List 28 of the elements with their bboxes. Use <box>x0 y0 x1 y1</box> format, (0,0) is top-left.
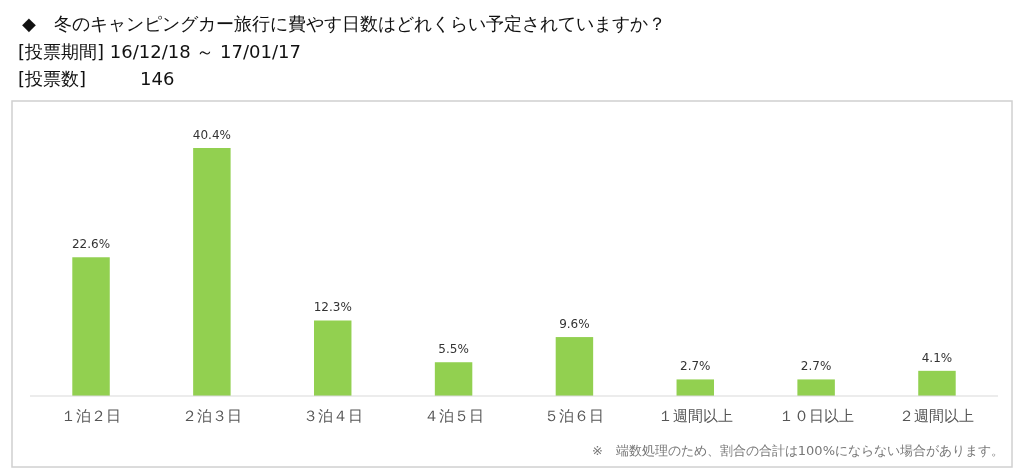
x-tick-label: ５泊６日 <box>544 406 605 425</box>
bar <box>555 337 594 396</box>
text: [投票数] 146 <box>18 68 175 89</box>
bar <box>797 379 835 396</box>
chart-title: ◆ 冬のキャンピングカー旅行に費やす日数はどれくらい予定されていますか？ <box>22 13 666 34</box>
x-tick-label: １泊２日 <box>61 406 122 425</box>
data-label: 12.3% <box>313 300 352 315</box>
text: ※ 端数処理のため、割合の合計は100%にならない場合があります。 <box>591 443 1004 458</box>
data-label: 4.1% <box>921 350 953 365</box>
data-label: 5.5% <box>438 342 469 357</box>
x-tick-label: ４泊５日 <box>423 406 484 425</box>
data-label: 22.6% <box>71 237 111 252</box>
x-tick-label: ２週間以上 <box>899 406 975 425</box>
bar <box>193 148 231 396</box>
chart-subtitle: [投票期間] 16/12/18 ～ 17/01/17 <box>18 41 301 62</box>
bar <box>434 362 473 396</box>
data-label: 2.7% <box>800 359 832 374</box>
bar <box>314 320 352 396</box>
x-tick-label: ２泊３日 <box>181 406 242 425</box>
x-tick-label: １週間以上 <box>657 406 733 425</box>
bar <box>918 370 956 396</box>
bar <box>72 257 110 396</box>
data-label: 9.6% <box>559 317 590 332</box>
bar <box>676 379 715 396</box>
data-label: 2.7% <box>680 359 711 374</box>
data-label: 40.4% <box>192 128 231 142</box>
x-tick-label: ３泊４日 <box>302 406 363 425</box>
x-tick-label: １０日以上 <box>778 406 854 425</box>
